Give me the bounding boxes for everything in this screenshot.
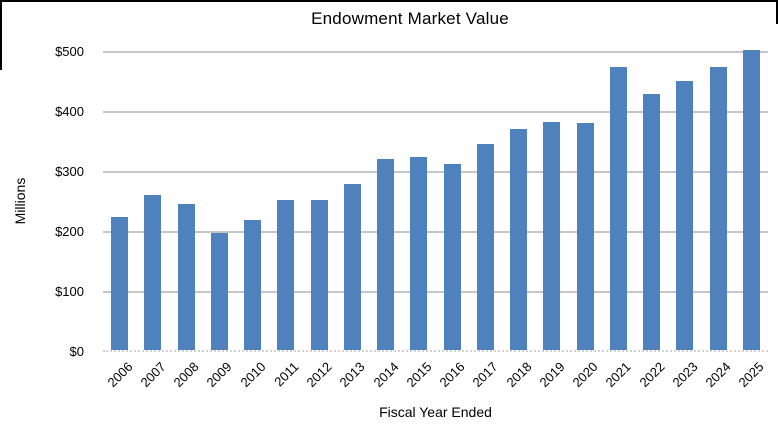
x-tick-label-2013: 2013	[336, 359, 368, 391]
bar-2023	[676, 80, 694, 350]
x-tick-label-2022: 2022	[636, 359, 668, 391]
frame-border-right	[776, 0, 778, 24]
x-tick-label-2012: 2012	[303, 359, 335, 391]
x-tick-label-2017: 2017	[469, 359, 501, 391]
bar-2021	[609, 66, 627, 350]
gridline-300	[103, 171, 768, 173]
x-tick-label-2011: 2011	[271, 359, 302, 390]
x-tick-label-2016: 2016	[436, 359, 468, 391]
bar-2008	[177, 204, 195, 350]
x-tick-label-2024: 2024	[702, 359, 734, 391]
bar-2016	[443, 164, 461, 350]
chart-title: Endowment Market Value	[311, 9, 509, 28]
y-tick-label-0: $0	[69, 344, 84, 359]
x-tick-label-2020: 2020	[569, 359, 601, 391]
x-tick-label-2007: 2007	[137, 359, 169, 391]
x-tick-label-2009: 2009	[203, 359, 235, 391]
bar-2010	[244, 219, 262, 350]
y-tick-label-400: $400	[55, 104, 84, 119]
x-tick-label-2010: 2010	[237, 359, 269, 391]
y-tick-label-500: $500	[55, 44, 84, 59]
bar-2020	[576, 123, 594, 350]
y-tick-label-300: $300	[55, 164, 84, 179]
x-tick-label-2021: 2021	[602, 359, 634, 391]
x-tick-label-2023: 2023	[669, 359, 701, 391]
bar-2011	[277, 200, 295, 350]
gridline-500	[103, 51, 768, 53]
y-tick-label-200: $200	[55, 224, 84, 239]
y-tick-label-100: $100	[55, 284, 84, 299]
gridline-400	[103, 111, 768, 113]
bar-2007	[144, 195, 162, 350]
bar-2012	[310, 200, 328, 350]
bar-2019	[543, 122, 561, 350]
bar-2015	[410, 157, 428, 350]
x-tick-label-2019: 2019	[536, 359, 568, 391]
x-tick-label-2025: 2025	[735, 359, 767, 391]
x-tick-label-2008: 2008	[170, 359, 202, 391]
bar-2006	[111, 216, 129, 350]
bar-2022	[643, 94, 661, 350]
bar-2014	[377, 159, 395, 350]
x-tick-label-2006: 2006	[104, 359, 136, 391]
bar-2013	[343, 183, 361, 350]
bar-2017	[476, 144, 494, 350]
bar-2025	[742, 50, 760, 350]
x-tick-label-2014: 2014	[370, 359, 402, 391]
x-tick-label-2015: 2015	[403, 359, 435, 391]
bar-2024	[709, 67, 727, 350]
y-axis-title: Millions	[12, 177, 28, 225]
bar-2018	[510, 129, 528, 350]
x-tick-label-2018: 2018	[503, 359, 535, 391]
x-axis-title: Fiscal Year Ended	[379, 404, 492, 420]
gridline-100	[103, 291, 768, 293]
frame-border-left	[0, 0, 2, 70]
gridline-200	[103, 231, 768, 233]
bar-2009	[210, 233, 228, 350]
frame-border-top	[0, 0, 778, 2]
plot-area	[103, 50, 768, 352]
